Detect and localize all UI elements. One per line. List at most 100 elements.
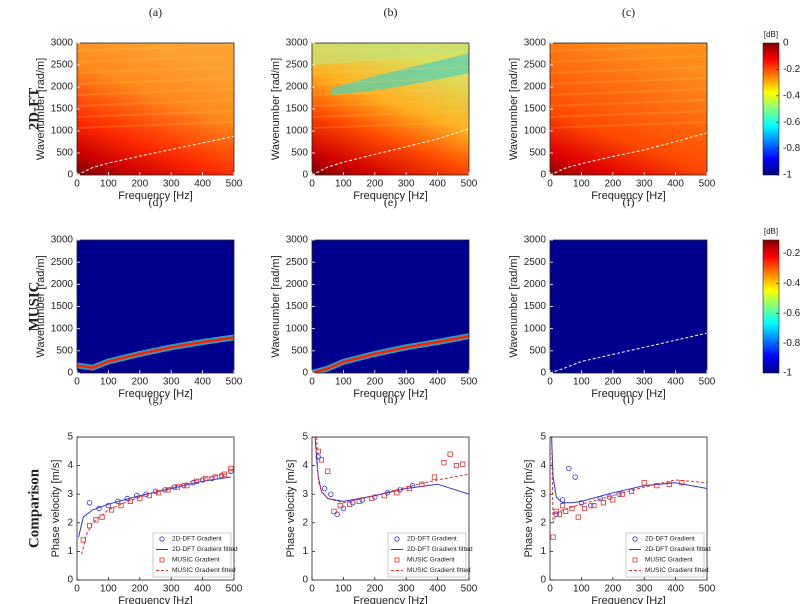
data-point (321, 485, 328, 492)
x-axis-label: Frequency [Hz] (353, 595, 428, 604)
x-tick-label: 400 (429, 584, 446, 595)
data-point (146, 493, 152, 499)
data-point (156, 490, 162, 496)
x-tick-label: 300 (398, 584, 415, 595)
data-point (559, 503, 566, 509)
data-point (654, 483, 660, 489)
x-tick-label: 100 (573, 584, 590, 595)
y-tick-label: 2500 (51, 257, 74, 268)
data-point (419, 481, 425, 487)
heatmap-texture (77, 44, 234, 52)
heatmap-texture (77, 110, 234, 118)
x-tick-label: 300 (398, 377, 415, 388)
colorbar-tick-label: -0.8 (783, 338, 800, 349)
heatmap-texture (312, 110, 469, 118)
data-point (431, 474, 438, 480)
y-tick-label: 1000 (51, 126, 74, 137)
y-tick-label: 1500 (51, 104, 74, 115)
data-point (228, 468, 234, 475)
y-tick-label: 1 (302, 546, 308, 557)
y-tick-label: 3000 (286, 38, 309, 49)
plot-area (77, 43, 234, 175)
data-point (666, 481, 672, 487)
legend-marker (159, 536, 165, 542)
y-tick-label: 3000 (51, 38, 74, 49)
heatmap-texture (312, 44, 469, 52)
x-tick-label: 200 (604, 179, 621, 190)
data-point (105, 502, 112, 509)
y-tick-label: 4 (67, 460, 73, 471)
data-point (331, 508, 337, 514)
data-point (184, 483, 190, 489)
colorbar-tick-label: -0.8 (783, 143, 800, 154)
y-tick-label: 4 (540, 460, 546, 471)
heatmap-texture (77, 77, 234, 85)
y-axis-label: Wavenumber [rad/m] (35, 255, 47, 357)
data-point (600, 500, 606, 506)
y-tick-label: 500 (291, 148, 308, 159)
y-tick-label: 500 (529, 345, 546, 356)
y-tick-label: 2 (67, 517, 73, 528)
legend-label: 2D-DFT Gradient (645, 536, 695, 543)
data-point (137, 495, 143, 502)
colorbar-label: [dB] (764, 227, 778, 236)
fit-line (78, 476, 231, 538)
y-tick-label: 3000 (524, 235, 547, 246)
x-tick-label: 500 (699, 584, 716, 595)
y-tick-label: 1500 (286, 301, 309, 312)
y-tick-label: 4 (302, 460, 308, 471)
dispersion-curve (550, 332, 707, 373)
x-tick-label: 100 (335, 377, 352, 388)
dispersion-curve (77, 336, 234, 369)
y-tick-label: 500 (529, 148, 546, 159)
dispersion-curve (77, 135, 234, 175)
x-tick-label: 200 (131, 584, 148, 595)
y-tick-label: 0 (302, 575, 308, 586)
panel-label: (a) (149, 5, 162, 19)
x-tick-label: 100 (573, 377, 590, 388)
colorbar-tick-label: -0.4 (783, 278, 800, 289)
data-point (315, 454, 321, 460)
row-label: 2D-FT (26, 88, 42, 131)
heatmap-texture (312, 99, 469, 107)
plot-area (550, 240, 707, 373)
x-tick-label: 0 (309, 377, 315, 388)
heatmap-texture (550, 55, 707, 63)
data-point (553, 511, 559, 517)
heatmap-texture (312, 77, 469, 85)
y-tick-label: 5 (67, 432, 73, 443)
y-tick-label: 500 (56, 345, 73, 356)
dispersion-curve (550, 132, 707, 175)
y-tick-label: 1 (540, 546, 546, 557)
panel-label: (c) (622, 5, 635, 19)
colorbar-tick-label: 0 (783, 38, 789, 49)
data-point (86, 500, 93, 506)
dispersion-curve (312, 334, 469, 373)
heatmap-texture (550, 44, 707, 52)
axes-frame (311, 436, 470, 581)
legend-label: 2D-DFT Gradient (407, 536, 457, 543)
y-tick-label: 2000 (51, 279, 74, 290)
x-tick-label: 0 (74, 179, 80, 190)
x-tick-label: 500 (461, 584, 478, 595)
heatmap-texture (550, 99, 707, 107)
x-tick-label: 100 (573, 179, 590, 190)
x-tick-label: 0 (547, 584, 553, 595)
data-point (325, 468, 331, 474)
y-tick-label: 2000 (524, 82, 547, 93)
x-tick-label: 400 (667, 179, 684, 190)
y-axis-label: Phase velocity [m/s] (285, 460, 297, 558)
y-tick-label: 2500 (286, 257, 309, 268)
data-point (641, 480, 647, 486)
x-tick-label: 200 (366, 584, 383, 595)
heatmap-texture (312, 88, 469, 96)
y-tick-label: 1000 (524, 323, 547, 334)
x-tick-label: 400 (194, 377, 211, 388)
data-point (372, 494, 378, 500)
heatmap-texture (550, 77, 707, 85)
data-point (406, 485, 412, 492)
dispersion-curve (312, 128, 469, 175)
x-tick-label: 100 (100, 584, 117, 595)
heatmap-background (550, 43, 707, 175)
y-tick-label: 0 (67, 368, 73, 379)
